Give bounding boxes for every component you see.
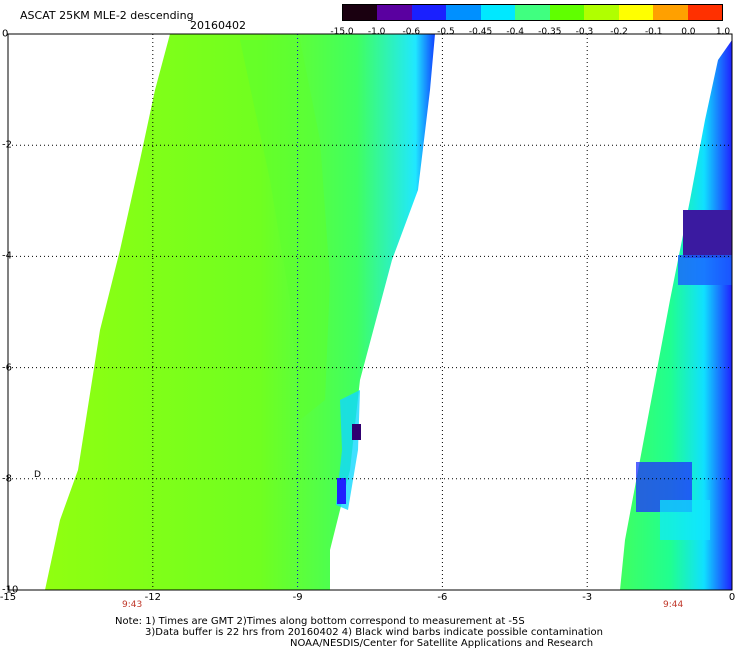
- colorbar-label: 1.0: [715, 27, 731, 37]
- x-tick-label: -12: [144, 592, 161, 603]
- swath-time-right: 9:44: [663, 600, 684, 610]
- swath-left-dark-cell-1: [352, 424, 361, 440]
- colorbar-label: -15.0: [330, 27, 354, 37]
- colorbar-segment: [618, 5, 654, 20]
- swath-right-dark-block: [683, 210, 732, 258]
- y-tick-label: -4: [2, 250, 12, 262]
- colorbar-label: -0.4: [506, 27, 524, 37]
- colorbar-segment: [549, 5, 585, 20]
- map-title: ASCAT 25KM MLE-2 descending: [20, 9, 194, 22]
- x-tick-label: -15: [0, 592, 17, 603]
- x-tick-label: -9: [292, 592, 303, 603]
- note-line-3: NOAA/NESDIS/Center for Satellite Applica…: [290, 638, 594, 649]
- swath-left-dark-cell-2: [337, 478, 346, 504]
- colorbar-label: -0.2: [610, 27, 628, 37]
- note-line-2: 3)Data buffer is 22 hrs from 20160402 4)…: [145, 627, 603, 638]
- map-plot: [7, 33, 733, 591]
- y-tick-label: -2: [2, 139, 12, 151]
- map-grid: [8, 34, 732, 590]
- colorbar-label: -1.0: [367, 27, 386, 37]
- colorbar-segment: [653, 5, 688, 20]
- colorbar-segment: [515, 5, 550, 20]
- colorbar: [342, 4, 723, 21]
- y-tick-label: 0: [2, 28, 9, 40]
- x-tick-label: -3: [582, 592, 593, 603]
- colorbar-segment: [343, 5, 378, 20]
- colorbar-label: 0.0: [681, 27, 696, 37]
- y-tick-label: -8: [2, 473, 12, 485]
- swath-left-streak: [240, 40, 330, 420]
- swath-right-cyan-block: [660, 500, 710, 540]
- note-line-1: Note: 1) Times are GMT 2)Times along bot…: [115, 616, 525, 627]
- colorbar-segment: [584, 5, 619, 20]
- x-tick-label: -6: [437, 592, 448, 603]
- swath-time-left: 9:43: [122, 600, 143, 610]
- colorbar-label: -0.3: [575, 27, 594, 37]
- map-date: 20160402: [190, 19, 246, 32]
- colorbar-segment: [480, 5, 516, 20]
- swath-right: [620, 40, 732, 590]
- y-tick-label: -10: [2, 584, 19, 596]
- swath-left: [45, 34, 435, 590]
- x-tick-label: 0: [728, 592, 736, 603]
- colorbar-label: -0.1: [644, 27, 663, 37]
- y-tick-label: -6: [2, 362, 12, 374]
- colorbar-segment: [446, 5, 481, 20]
- colorbar-label: -0.5: [437, 27, 455, 37]
- colorbar-label: -0.6: [402, 27, 421, 37]
- colorbar-label: -0.35: [538, 27, 562, 37]
- colorbar-segment: [687, 5, 722, 20]
- swath-right-blue-block-1: [678, 255, 732, 285]
- map-frame: [7, 33, 733, 591]
- side-marker: D: [34, 470, 41, 480]
- colorbar-segment: [411, 5, 447, 20]
- colorbar-label: -0.45: [468, 27, 493, 37]
- colorbar-segment: [377, 5, 412, 20]
